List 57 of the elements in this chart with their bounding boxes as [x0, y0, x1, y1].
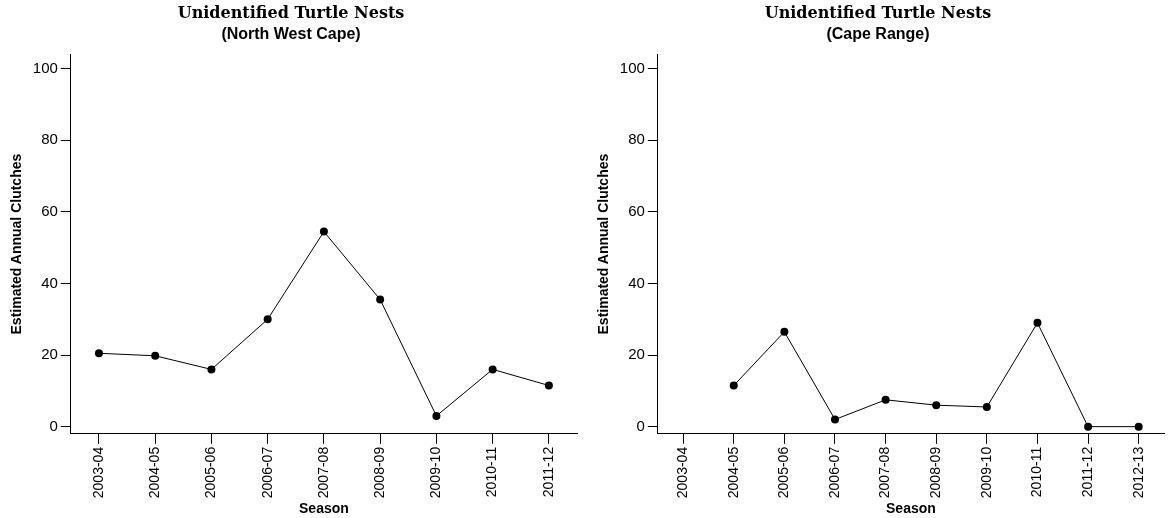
x-tick-label: 2003-04: [89, 446, 106, 499]
x-tick-label: 2006-07: [258, 446, 275, 499]
x-tick-label: 2010-11: [1028, 446, 1045, 498]
x-tick-label: 2010-11: [483, 446, 500, 498]
y-axis-title: Estimated Annual Clutches: [8, 153, 25, 335]
x-tick-label: 2007-08: [314, 446, 331, 499]
y-tick-label: 20: [41, 345, 58, 363]
y-tick-label: 60: [41, 202, 58, 220]
x-axis-title: Season: [299, 500, 349, 517]
x-tick-label: 2009-10: [977, 446, 994, 499]
point: [207, 365, 216, 374]
x-tick-label: 2004-05: [146, 446, 163, 499]
chart-title: Unidentified Turtle Nests: [764, 2, 992, 22]
y-tick-label: 0: [49, 416, 58, 434]
point: [1033, 318, 1042, 327]
point: [94, 349, 103, 358]
point: [488, 365, 497, 374]
point: [932, 401, 941, 410]
x-tick-label: 2011-12: [539, 446, 556, 498]
x-tick-label: 2003-04: [673, 446, 690, 499]
y-tick-label: 0: [636, 416, 645, 434]
x-tick-label: 2012-13: [1129, 446, 1146, 499]
point: [729, 381, 738, 390]
x-axis-title: Season: [886, 500, 936, 517]
point: [1134, 422, 1143, 431]
point: [780, 327, 789, 336]
y-tick-label: 40: [628, 273, 645, 291]
y-axis-title: Estimated Annual Clutches: [595, 153, 612, 335]
chart-subtitle: (North West Cape): [221, 25, 361, 43]
point: [376, 295, 385, 304]
y-tick-label: 60: [628, 202, 645, 220]
point: [263, 315, 272, 324]
y-tick-label: 40: [41, 273, 58, 291]
chart-title: Unidentified Turtle Nests: [177, 2, 405, 22]
y-tick-label: 100: [32, 58, 58, 76]
y-tick-label: 80: [628, 130, 645, 148]
x-tick-label: 2008-09: [927, 446, 944, 499]
x-tick-label: 2004-05: [724, 446, 741, 499]
point: [432, 411, 441, 420]
point: [1084, 422, 1093, 431]
point: [982, 402, 991, 411]
point: [881, 395, 890, 404]
chart-subtitle: (Cape Range): [826, 25, 930, 43]
y-tick-label: 100: [619, 58, 645, 76]
point: [151, 351, 160, 360]
y-tick-label: 80: [41, 130, 58, 148]
x-tick-label: 2006-07: [825, 446, 842, 499]
x-tick-label: 2005-06: [202, 446, 219, 499]
x-tick-label: 2008-09: [371, 446, 388, 499]
y-tick-label: 20: [628, 345, 645, 363]
x-tick-label: 2005-06: [775, 446, 792, 499]
x-tick-label: 2007-08: [876, 446, 893, 499]
point: [830, 415, 839, 424]
x-tick-label: 2009-10: [427, 446, 444, 499]
x-tick-label: 2011-12: [1078, 446, 1095, 498]
point: [319, 227, 328, 236]
point: [544, 381, 553, 390]
